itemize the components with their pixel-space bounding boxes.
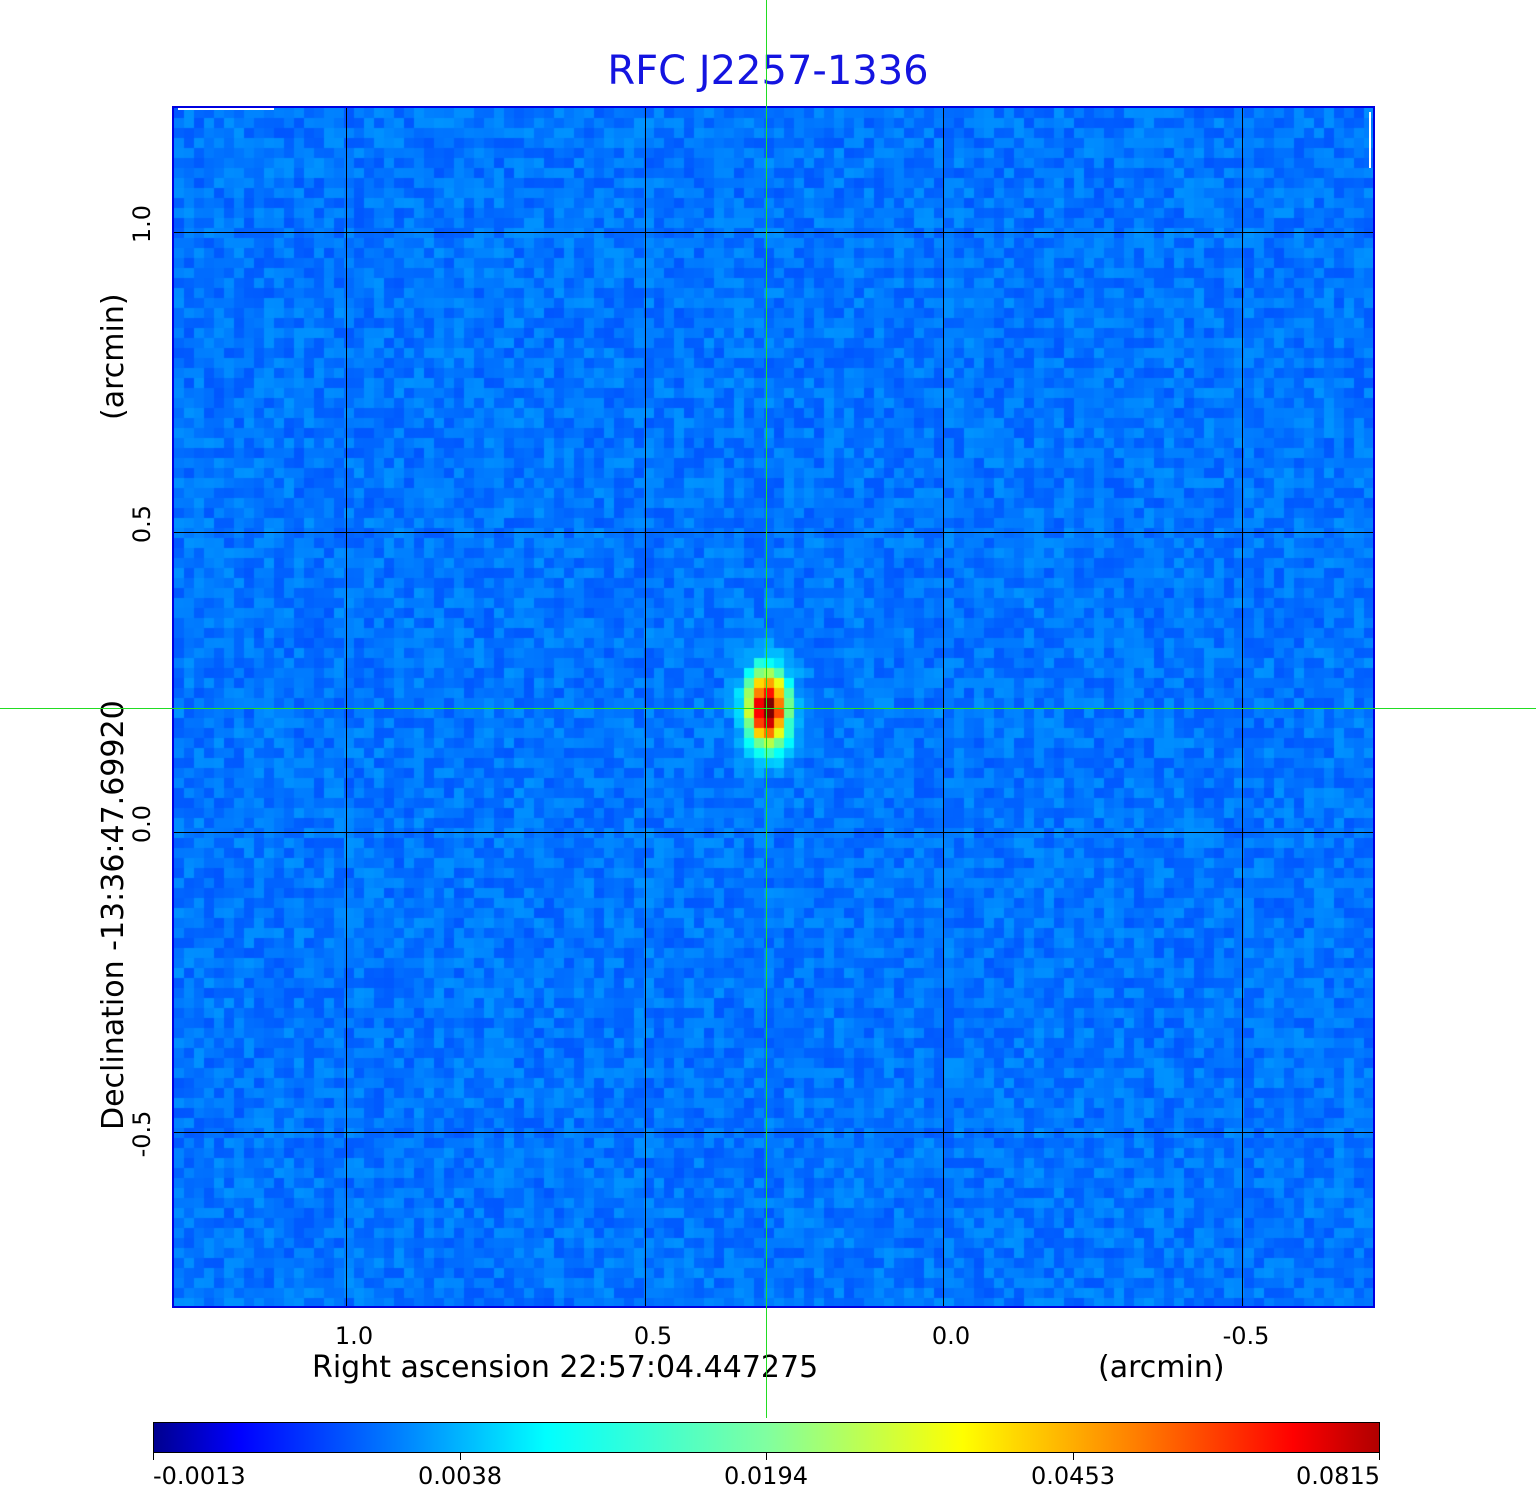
- y-axis-label: Declination -13:36:47.69920: [96, 700, 131, 1130]
- colorbar-tick: [460, 1453, 461, 1460]
- grid-line-y-1.0: [174, 232, 1373, 233]
- y-tick-label: 1.0: [128, 204, 156, 244]
- grid-line-y-0.5: [174, 532, 1373, 533]
- x-axis-unit: (arcmin): [1098, 1350, 1225, 1385]
- x-tick-label: 1.0: [334, 1322, 374, 1350]
- x-tick-label: -0.5: [1222, 1322, 1270, 1350]
- crosshair-horizontal: [0, 708, 1536, 709]
- y-tick-label: 0.5: [128, 504, 156, 544]
- grid-line-x-0.5: [645, 108, 646, 1306]
- grid-line-x-1.0: [346, 108, 347, 1306]
- colorbar-label: -0.0013: [153, 1462, 246, 1490]
- heatmap-pixels: [174, 108, 1373, 1306]
- y-tick-label: 0.0: [128, 804, 156, 844]
- x-axis-label: Right ascension 22:57:04.447275: [312, 1350, 819, 1385]
- grid-line-y--0.5: [174, 1132, 1373, 1133]
- grid-line-x--0.5: [1242, 108, 1243, 1306]
- beam-marker-top: [178, 108, 274, 110]
- grid-line-y-0.0: [174, 832, 1373, 833]
- x-tick-label: 0.5: [633, 1322, 673, 1350]
- image-map[interactable]: [172, 106, 1375, 1308]
- crosshair-vertical: [766, 0, 767, 1418]
- colorbar-tick: [1073, 1453, 1074, 1460]
- colorbar: [153, 1422, 1380, 1453]
- chart-title: RFC J2257-1336: [607, 48, 929, 94]
- colorbar-label: 0.0038: [418, 1462, 502, 1490]
- colorbar-label: 0.0815: [1296, 1462, 1380, 1490]
- y-axis-unit: (arcmin): [96, 293, 131, 420]
- colorbar-tick: [1379, 1453, 1380, 1460]
- beam-marker-right: [1369, 112, 1371, 168]
- colorbar-tick: [766, 1453, 767, 1460]
- y-tick-label: -0.5: [128, 1110, 156, 1158]
- colorbar-label: 0.0194: [724, 1462, 808, 1490]
- colorbar-tick: [153, 1453, 154, 1460]
- colorbar-label: 0.0453: [1031, 1462, 1115, 1490]
- x-tick-label: 0.0: [931, 1322, 971, 1350]
- grid-line-x-0.0: [943, 108, 944, 1306]
